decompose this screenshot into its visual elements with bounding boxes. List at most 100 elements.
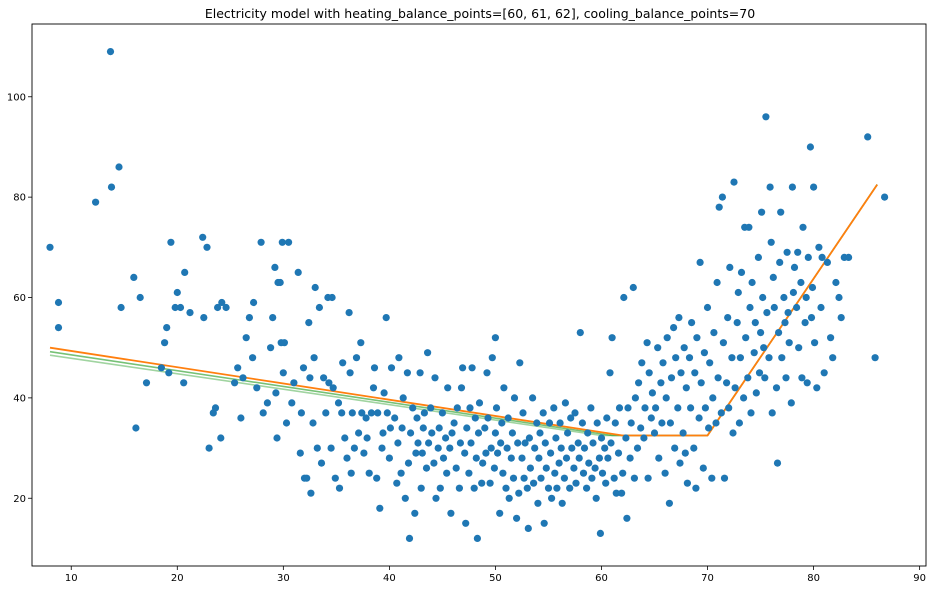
- scatter-point: [518, 454, 526, 462]
- scatter-point: [481, 424, 489, 432]
- scatter-point: [832, 278, 840, 287]
- scatter-point: [820, 369, 828, 377]
- scatter-point: [199, 233, 207, 241]
- scatter-point: [430, 459, 438, 467]
- scatter-point: [579, 469, 588, 477]
- scatter-point: [881, 193, 889, 201]
- scatter-point: [142, 379, 151, 387]
- scatter-point: [487, 444, 495, 452]
- scatter-point: [271, 263, 279, 271]
- scatter-point: [355, 429, 363, 437]
- x-tick-label: 30: [277, 573, 290, 584]
- scatter-point: [734, 288, 742, 297]
- scatter-point: [717, 409, 725, 417]
- scatter-point: [322, 409, 330, 417]
- scatter-point: [719, 339, 728, 347]
- scatter-point: [624, 404, 632, 412]
- scatter-point: [365, 469, 373, 477]
- scatter-point: [176, 303, 185, 312]
- scatter-point: [644, 474, 652, 482]
- scatter-point: [746, 303, 754, 312]
- scatter-point: [483, 369, 491, 377]
- scatter-point: [641, 404, 649, 412]
- scatter-point: [813, 384, 821, 392]
- y-tick-label: 80: [13, 193, 26, 204]
- scatter-point: [409, 404, 417, 412]
- scatter-point: [720, 474, 729, 482]
- scatter-point: [769, 273, 777, 281]
- scatter-point: [486, 479, 494, 487]
- scatter-point: [715, 203, 723, 211]
- scatter-point: [305, 319, 313, 327]
- scatter-point: [661, 469, 669, 477]
- scatter-point: [619, 469, 627, 477]
- scatter-point: [491, 334, 499, 342]
- scatter-point: [534, 499, 542, 507]
- scatter-point: [659, 359, 667, 367]
- scatter-point: [793, 303, 801, 312]
- scatter-point: [473, 534, 481, 543]
- scatter-point: [394, 439, 402, 447]
- scatter-point: [679, 429, 687, 437]
- scatter-point: [525, 434, 534, 442]
- scatter-point: [328, 293, 336, 302]
- scatter-point: [611, 419, 619, 427]
- scatter-point: [643, 339, 651, 347]
- scatter-point: [475, 399, 484, 407]
- scatter-point: [317, 459, 326, 467]
- scatter-point: [544, 484, 553, 492]
- scatter-point: [130, 273, 138, 281]
- scatter-point: [203, 243, 211, 251]
- scatter-point: [607, 439, 615, 447]
- scatter-point: [627, 419, 635, 427]
- scatter-point: [257, 238, 265, 246]
- scatter-point: [285, 238, 293, 246]
- scatter-point: [413, 414, 421, 422]
- scatter-point: [453, 404, 461, 412]
- scatter-point: [536, 429, 544, 437]
- scatter-point: [790, 263, 799, 271]
- scatter-point: [595, 454, 604, 462]
- scatter-point: [631, 394, 640, 402]
- scatter-point: [539, 409, 547, 417]
- scatter-point: [107, 183, 116, 191]
- scatter-point: [775, 329, 783, 337]
- scatter-point: [455, 484, 463, 492]
- scatter-point: [626, 454, 634, 462]
- scatter-point: [452, 464, 460, 472]
- scatter-point: [782, 374, 790, 382]
- scatter-point: [545, 419, 554, 427]
- scatter-point: [403, 369, 411, 377]
- scatter-point: [629, 283, 637, 292]
- scatter-point: [835, 293, 843, 302]
- scatter-point: [725, 404, 733, 412]
- scatter-point: [815, 243, 823, 251]
- scatter-point: [470, 484, 478, 492]
- scatter-point: [435, 424, 443, 432]
- scatter-point: [504, 414, 512, 422]
- scatter-point: [683, 479, 692, 487]
- scatter-point: [447, 509, 455, 517]
- scatter-point: [526, 464, 535, 472]
- scatter-point: [635, 379, 643, 387]
- scatter-point: [234, 364, 242, 372]
- scatter-point: [682, 384, 690, 392]
- scatter-point: [280, 339, 288, 347]
- scatter-point: [759, 293, 767, 302]
- scatter-point: [54, 324, 63, 332]
- scatter-point: [630, 474, 639, 482]
- scatter-point: [363, 434, 371, 442]
- scatter-point: [338, 409, 346, 417]
- scatter-point: [407, 429, 415, 437]
- scatter-point: [709, 394, 717, 402]
- scatter-point: [540, 519, 548, 527]
- x-tick-label: 40: [383, 573, 396, 584]
- scatter-point: [267, 344, 275, 352]
- scatter-point: [222, 303, 230, 312]
- scatter-point: [681, 449, 689, 457]
- scatter-point: [462, 519, 470, 527]
- scatter-point: [341, 434, 349, 442]
- scatter-point: [542, 464, 550, 472]
- scatter-point: [374, 409, 382, 417]
